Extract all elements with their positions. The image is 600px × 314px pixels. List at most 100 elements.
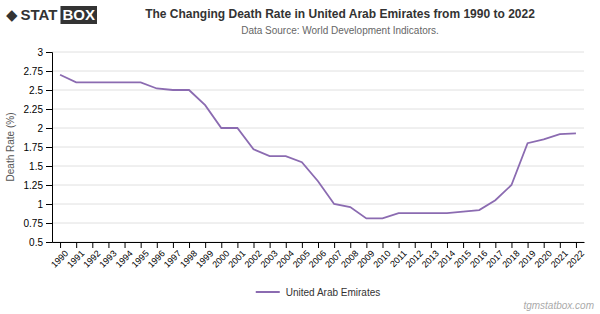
y-axis: 0.5 0.75 1 1.25 1.5 1.75 2 2.25 2.5 2.75 3	[24, 47, 53, 248]
x-tick-mark	[415, 242, 416, 248]
legend-item: United Arab Emirates	[256, 287, 381, 298]
x-tick-label: 2007	[323, 248, 344, 269]
y-tick: 2.25	[24, 104, 52, 115]
legend: United Arab Emirates	[256, 287, 381, 298]
y-tick-label: 3	[37, 47, 43, 58]
y-axis-line	[46, 53, 53, 243]
subtitle: Data Source: World Development Indicator…	[241, 25, 439, 36]
x-tick-mark	[141, 242, 142, 248]
x-tick-mark	[479, 242, 480, 248]
x-tick: 2022	[565, 242, 586, 270]
grid-line	[52, 147, 584, 148]
x-tick-label: 1993	[97, 248, 118, 269]
lines	[60, 75, 576, 219]
x-tick-label: 2021	[549, 248, 570, 269]
x-tick-mark	[237, 242, 238, 248]
y-tick-label: 2.25	[24, 104, 44, 115]
x-tick-label: 1999	[194, 248, 215, 269]
x-tick-label: 1991	[65, 248, 86, 269]
x-tick-label: 2012	[404, 248, 425, 269]
y-tick-label: 2.75	[24, 66, 44, 77]
x-tick-label: 2005	[291, 248, 312, 269]
y-tick-label: 2.5	[29, 85, 43, 96]
y-tick-mark	[46, 185, 52, 186]
x-tick-mark	[511, 242, 512, 248]
series-line	[60, 75, 576, 219]
x-tick-mark	[302, 242, 303, 248]
x-tick-label: 1994	[113, 248, 134, 269]
x-tick-label: 1990	[49, 248, 70, 269]
grid-line	[52, 71, 584, 72]
logo-box: BOX	[62, 6, 95, 23]
y-tick-mark	[46, 71, 52, 72]
y-tick-label: 0.5	[29, 237, 43, 248]
y-axis-title: Death Rate (%)	[5, 113, 16, 182]
x-tick-mark	[157, 242, 158, 248]
watermark: tgmstatbox.com	[523, 300, 594, 311]
x-tick-mark	[576, 242, 577, 248]
y-tick-mark	[46, 204, 52, 205]
x-tick-label: 2009	[355, 248, 376, 269]
logo: ◆STATBOX	[6, 6, 97, 24]
y-tick: 1.75	[24, 142, 52, 153]
y-tick-mark	[46, 128, 52, 129]
legend-swatch	[256, 291, 280, 293]
y-tick: 1.25	[24, 180, 52, 191]
x-tick-mark	[399, 242, 400, 248]
x-tick-label: 1995	[130, 248, 151, 269]
chart: ◆STATBOX The Changing Death Rate in Unite…	[0, 0, 600, 314]
x-axis: 1990199119921993199419951996199719981999…	[49, 242, 586, 270]
x-tick-label: 2014	[436, 248, 457, 269]
y-tick-mark	[46, 223, 52, 224]
title: The Changing Death Rate in United Arab E…	[145, 7, 535, 21]
x-tick-label: 2018	[500, 248, 521, 269]
y-tick-mark	[46, 109, 52, 110]
y-tick-mark	[46, 147, 52, 148]
x-tick-label: 2013	[420, 248, 441, 269]
x-tick-mark	[318, 242, 319, 248]
y-tick-label: 1.5	[29, 161, 43, 172]
x-tick-mark	[528, 242, 529, 248]
grid-line	[52, 90, 584, 91]
x-tick-mark	[431, 242, 432, 248]
y-tick: 0.5	[29, 237, 52, 248]
y-tick: 2.5	[29, 85, 52, 96]
x-tick-mark	[60, 242, 61, 248]
x-tick-mark	[92, 242, 93, 248]
x-tick-mark	[189, 242, 190, 248]
x-tick-mark	[76, 242, 77, 248]
plot: 0.5 0.75 1 1.25 1.5 1.75 2 2.25 2.5 2.75 3 19901991…	[24, 47, 587, 270]
x-tick-label: 1992	[81, 248, 102, 269]
x-tick-label: 2019	[517, 248, 538, 269]
logo-box-background	[60, 6, 97, 24]
x-tick-mark	[270, 242, 271, 248]
grid-line	[52, 223, 584, 224]
y-tick-label: 0.75	[24, 218, 44, 229]
y-tick-mark	[46, 242, 52, 243]
x-tick-mark	[254, 242, 255, 248]
x-tick-label: 2017	[484, 248, 505, 269]
x-tick-label: 2020	[533, 248, 554, 269]
x-tick-mark	[495, 242, 496, 248]
y-tick-label: 1	[37, 199, 43, 210]
legend-label: United Arab Emirates	[286, 287, 381, 298]
x-tick-label: 1998	[178, 248, 199, 269]
y-tick: 1.5	[29, 161, 52, 172]
y-tick-label: 2	[37, 123, 43, 134]
x-tick-label: 2003	[259, 248, 280, 269]
x-tick-label: 2010	[371, 248, 392, 269]
x-tick-mark	[544, 242, 545, 248]
grid-line	[52, 52, 584, 53]
x-tick-label: 2006	[307, 248, 328, 269]
x-tick-label: 2008	[339, 248, 360, 269]
grid-line	[52, 204, 584, 205]
logo-diamond: ◆	[6, 6, 18, 24]
x-tick-mark	[205, 242, 206, 248]
x-tick-mark	[382, 242, 383, 248]
x-tick-label: 2022	[565, 248, 586, 269]
y-tick: 1	[37, 199, 52, 210]
grid-line	[52, 166, 584, 167]
y-tick-label: 1.75	[24, 142, 44, 153]
x-tick-mark	[463, 242, 464, 248]
x-tick-mark	[173, 242, 174, 248]
